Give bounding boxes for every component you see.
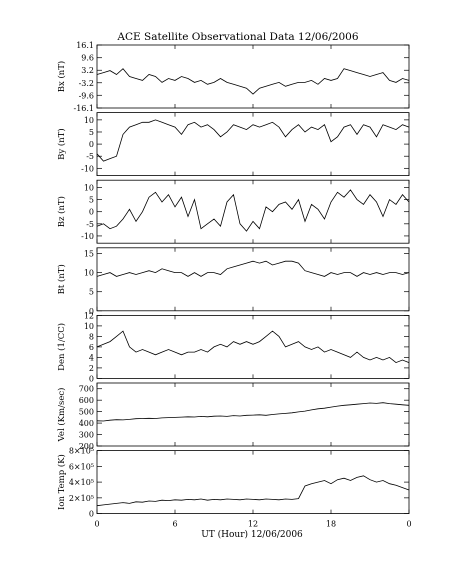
y-tick-label: 6×10⁵: [69, 462, 94, 471]
series-line: [96, 475, 410, 507]
series-line: [96, 119, 410, 162]
panels-group: 16.1 9.6 3.2 -3.2 -9.6 -16.1 Bx (nT) 10 5 0 -5 -10 B…: [56, 41, 412, 529]
y-tick-label: 4: [89, 353, 94, 362]
y-tick-label: 300: [79, 431, 94, 440]
panel-frame: [96, 450, 410, 515]
series-line: [96, 260, 410, 277]
y-tick-label: -5: [86, 220, 94, 229]
y-tick-label: 0: [89, 208, 94, 217]
panel-frame: [96, 247, 410, 312]
x-tick-label: 12: [248, 520, 258, 529]
y-axis-label: Bx (nT): [56, 61, 67, 93]
x-tick-label: 6: [172, 520, 177, 529]
y-tick-label: 5: [89, 288, 94, 297]
x-tick-label: 0: [94, 520, 99, 529]
y-tick-label: 0: [89, 140, 94, 149]
y-tick-label: 8: [89, 332, 94, 341]
y-tick-label: 10: [84, 116, 94, 125]
y-tick-label: -10: [81, 232, 94, 241]
y-tick-label: 16.1: [76, 41, 94, 50]
series-line: [96, 330, 410, 364]
y-tick-label: 8×10⁵: [69, 447, 94, 456]
y-tick-label: 0: [89, 307, 94, 316]
x-tick-label: 0: [406, 520, 411, 529]
y-tick-label: 5: [89, 128, 94, 137]
y-tick-label: 10: [84, 269, 94, 278]
y-tick-label: 700: [79, 385, 94, 394]
y-tick-label: 0: [89, 374, 94, 383]
series-line: [96, 402, 410, 422]
panel-frame: [96, 179, 410, 244]
x-axis-label: UT (Hour) 12/06/2006: [201, 529, 303, 540]
y-tick-label: 3.2: [81, 66, 94, 75]
y-tick-label: 2: [89, 364, 94, 373]
panel-7: 8×10⁵ 6×10⁵ 4×10⁵ 2×10⁵ 0 Ion Temp (K): [56, 447, 410, 519]
y-tick-label: 400: [79, 419, 94, 428]
y-tick-label: -3.2: [79, 79, 94, 88]
y-tick-label: 9.6: [81, 54, 94, 63]
y-tick-label: 10: [84, 322, 94, 331]
y-tick-label: -9.6: [79, 91, 94, 100]
y-axis-label: Bt (nT): [56, 264, 67, 294]
panel-frame: [96, 382, 410, 447]
panel-3: 10 5 0 -5 -10 Bz (nT): [56, 179, 410, 244]
panel-5: 12 108 64 20 Den (1/CC): [56, 311, 410, 383]
panel-frame: [96, 314, 410, 379]
y-axis-label: Ion Temp (K): [56, 454, 67, 510]
y-tick-label: 0: [89, 510, 94, 519]
panel-2: 10 5 0 -5 -10 By (nT): [56, 112, 410, 176]
panel-frame: [96, 44, 410, 109]
y-axis-label: Bz (nT): [56, 196, 67, 227]
series-line: [96, 189, 410, 232]
y-tick-label: 5: [89, 196, 94, 205]
y-tick-label: 500: [79, 408, 94, 417]
y-tick-label: 4×10⁵: [69, 478, 94, 487]
y-tick-label: 2×10⁵: [69, 494, 94, 503]
y-tick-label: -16.1: [73, 104, 94, 113]
y-tick-label: 6: [89, 343, 94, 352]
y-tick-label: 12: [84, 311, 94, 320]
chart-title: ACE Satellite Observational Data 12/06/2…: [116, 31, 358, 43]
y-tick-label: 10: [84, 183, 94, 192]
y-tick-label: 600: [79, 396, 94, 405]
y-axis-label: Vel (Km/sec): [56, 388, 67, 443]
panel-4: 15 10 5 0 Bt (nT): [56, 247, 410, 316]
y-tick-label: 15: [84, 250, 94, 259]
y-tick-label: -10: [81, 164, 94, 173]
y-tick-label: 200: [79, 442, 94, 451]
y-axis-label: By (nT): [56, 128, 67, 160]
y-axis-label: Den (1/CC): [56, 323, 67, 371]
x-tick-label: 18: [326, 520, 336, 529]
y-tick-label: -5: [86, 152, 94, 161]
panel-6: 700 600 500 400 300 200 Vel (Km/sec): [56, 382, 410, 451]
panel-1: 16.1 9.6 3.2 -3.2 -9.6 -16.1 Bx (nT): [56, 41, 410, 113]
series-line: [96, 68, 410, 95]
